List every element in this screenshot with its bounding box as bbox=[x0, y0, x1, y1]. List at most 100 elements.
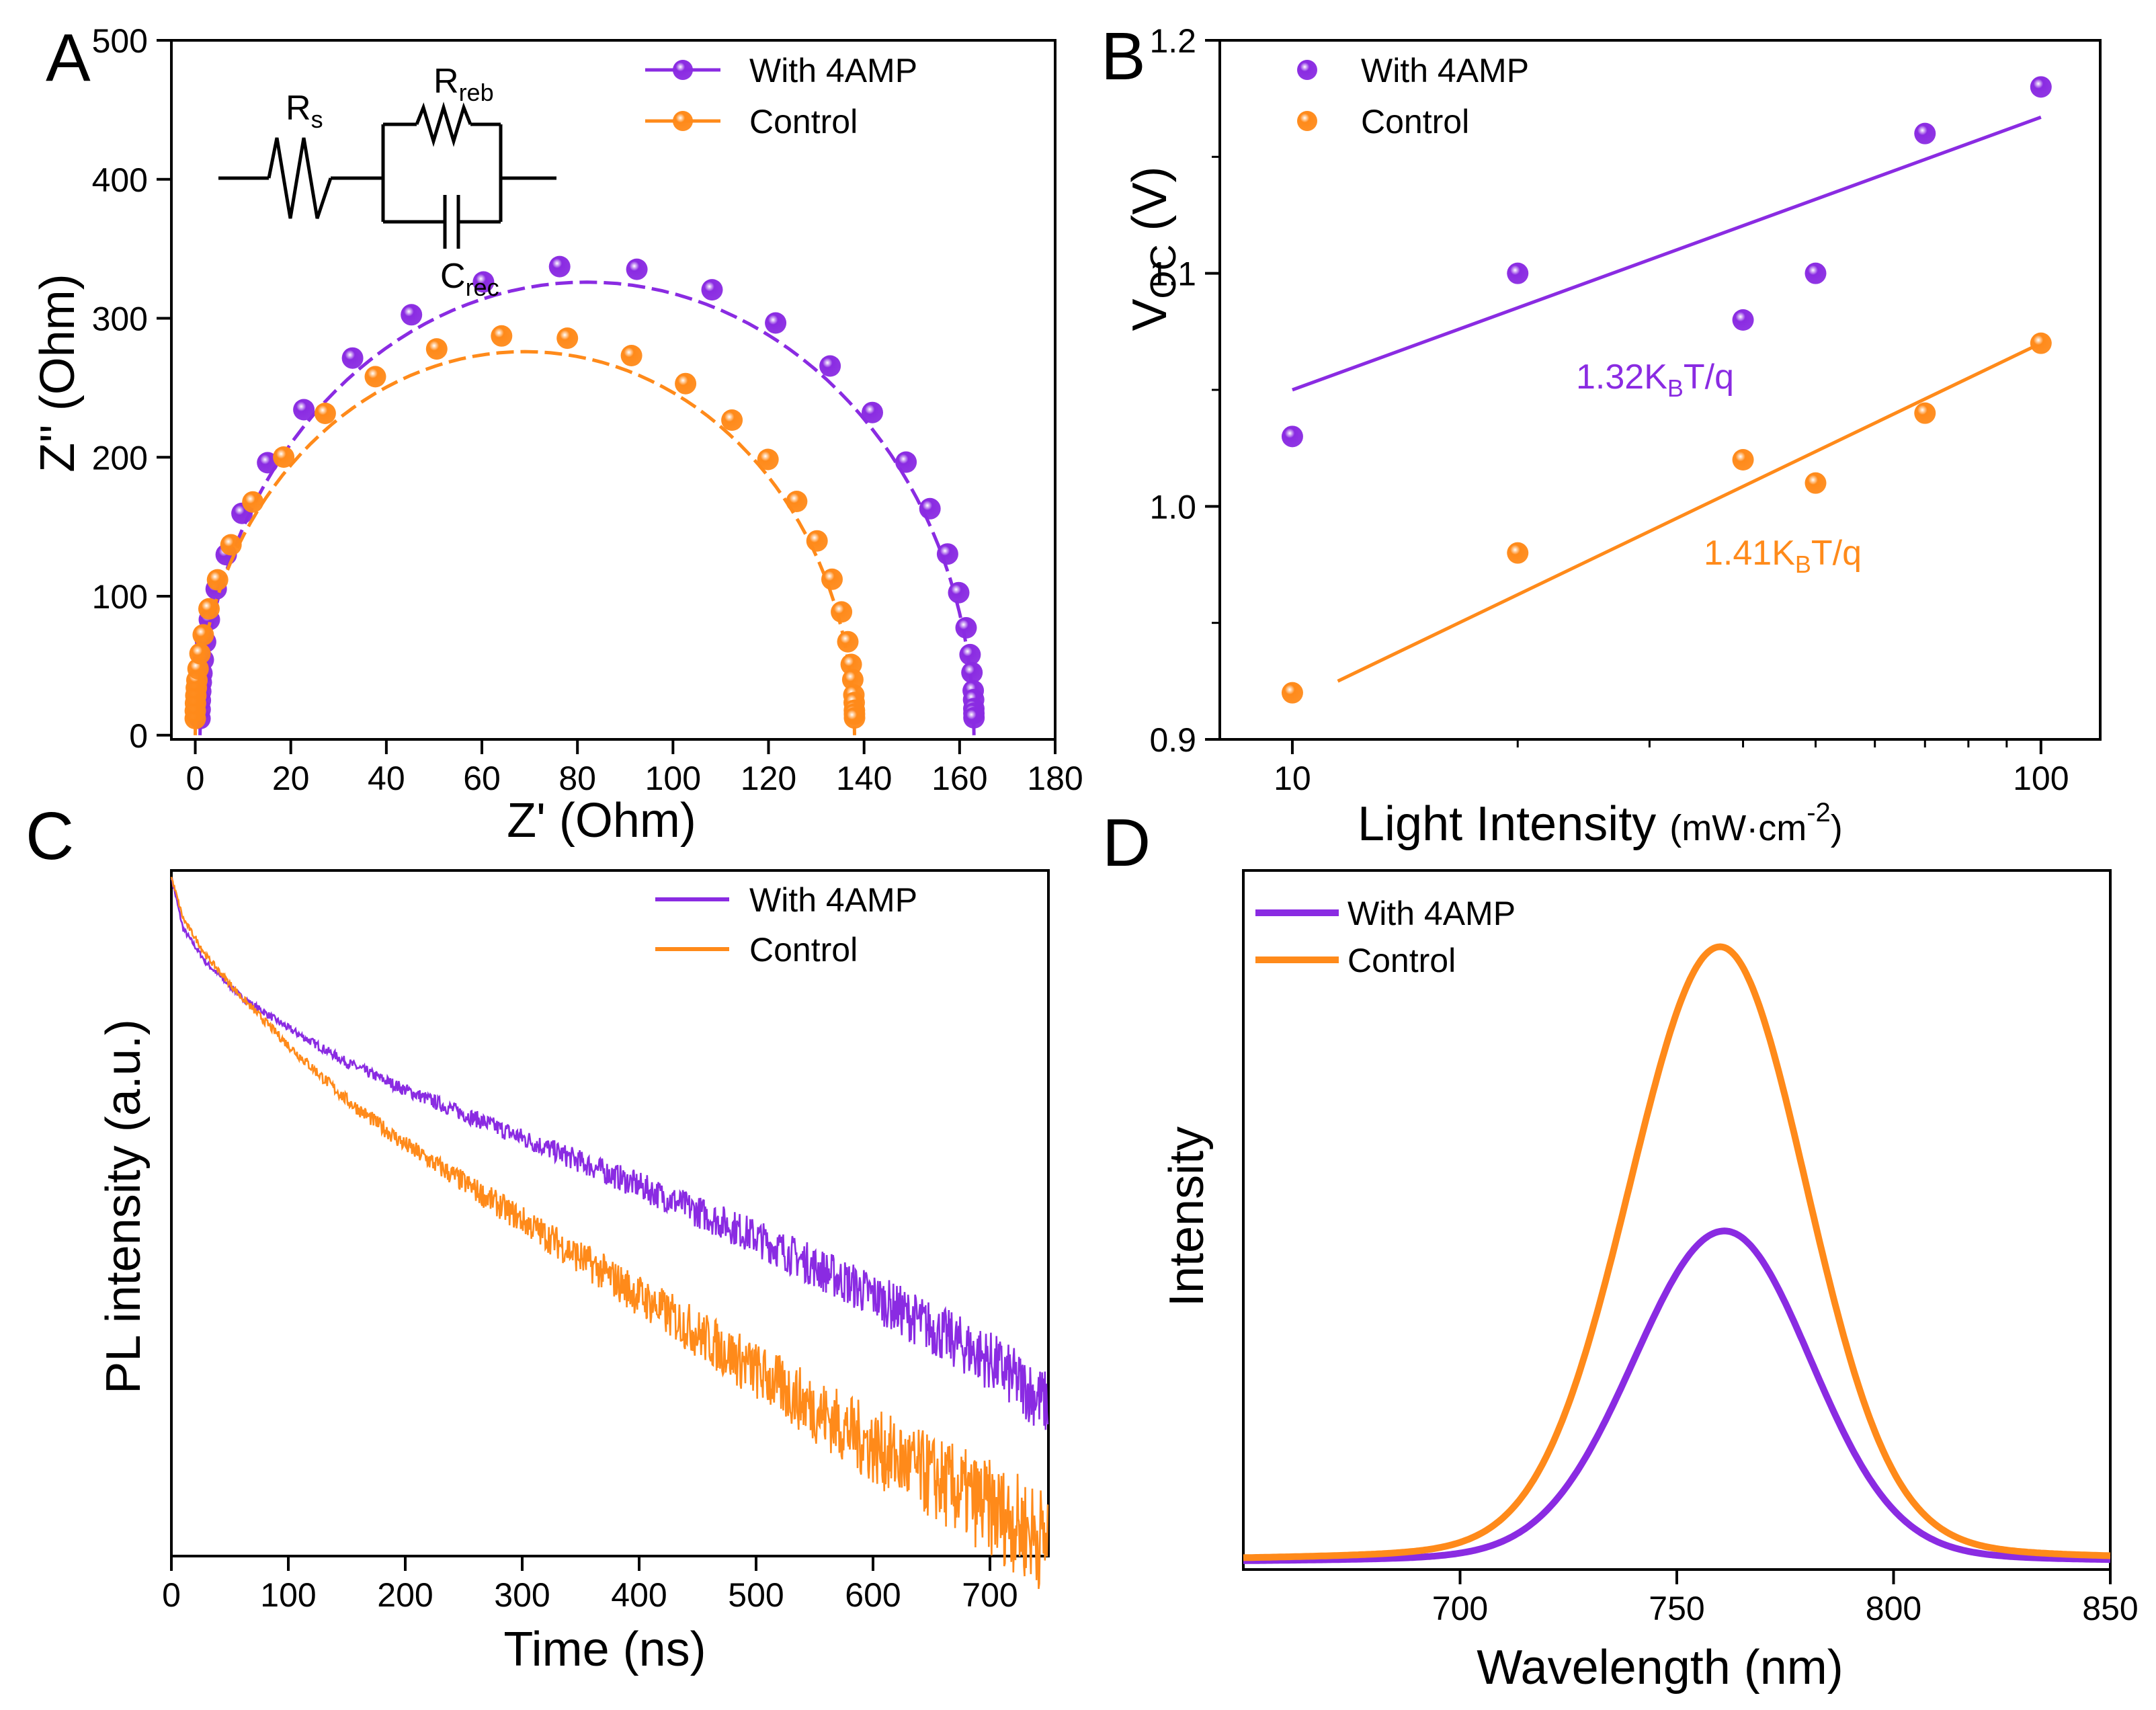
data-point-a bbox=[757, 448, 779, 471]
panel-d-xtick-label: 700 bbox=[1432, 1590, 1488, 1627]
panel-c-xtick-label: 200 bbox=[377, 1576, 433, 1614]
data-point-a bbox=[955, 617, 977, 639]
panel-c-axes bbox=[170, 869, 1050, 1571]
annotation-ideality-with-4amp: 1.32KBT/q bbox=[1576, 358, 1734, 402]
panel-b-ytick-label: 1.1 bbox=[1149, 255, 1196, 293]
data-point-b bbox=[2030, 76, 2052, 98]
data-point-a bbox=[895, 451, 917, 473]
annotation-ideality-control: 1.41KBT/q bbox=[1704, 534, 1862, 578]
data-point-a bbox=[472, 271, 495, 293]
data-point-a bbox=[721, 409, 743, 431]
panel-a-xticklabels: 0 20 40 60 80 100 120 140 160 180 bbox=[186, 760, 1083, 797]
data-point-a bbox=[806, 530, 828, 552]
panel-d-ylabel: Intensity bbox=[1160, 1127, 1214, 1307]
data-point-a bbox=[961, 661, 983, 684]
legend-a-text-control: Control bbox=[749, 103, 858, 140]
panel-a-xtick-label: 100 bbox=[645, 760, 701, 797]
panel-a-xtick-label: 0 bbox=[186, 760, 205, 797]
data-point-a bbox=[341, 347, 364, 369]
panel-b-yticklabels: 0.9 1.0 1.1 1.2 bbox=[1149, 22, 1196, 759]
panel-a-ytick-label: 100 bbox=[92, 578, 148, 616]
legend-a-text-with-4amp: With 4AMP bbox=[749, 52, 917, 89]
data-point-a bbox=[862, 401, 883, 423]
panel-a-xtick-label: 120 bbox=[741, 760, 796, 797]
resistor-rs bbox=[267, 137, 333, 219]
panel-d-label: D bbox=[1102, 805, 1151, 881]
data-point-a bbox=[198, 598, 220, 620]
data-point-a bbox=[556, 327, 579, 350]
panel-c-ylabel: PL intensity (a.u.) bbox=[97, 1019, 151, 1394]
panel-b-xlabel: Light Intensity (mW·cm-2) bbox=[1358, 797, 1843, 851]
data-point-a bbox=[959, 643, 981, 665]
data-point-a bbox=[963, 706, 985, 729]
panel-a-xlabel: Z' (Ohm) bbox=[507, 794, 696, 848]
resistor-rreb bbox=[415, 101, 472, 147]
panel-a-legend: With 4AMP Control bbox=[645, 52, 917, 140]
panel-a-ytick-label: 200 bbox=[92, 439, 148, 477]
panel-b-plot bbox=[1281, 76, 2052, 704]
data-point-b bbox=[1281, 425, 1303, 448]
panel-b-axes bbox=[1205, 39, 2102, 754]
panel-a-axes bbox=[157, 39, 1056, 754]
legend-d-text-with-4amp: With 4AMP bbox=[1348, 895, 1516, 932]
data-point-b bbox=[1507, 262, 1529, 284]
panel-a-ytick-label: 0 bbox=[129, 717, 148, 755]
panel-c-plot bbox=[170, 877, 1049, 1589]
legend-c-text-control: Control bbox=[749, 931, 858, 969]
data-point-a bbox=[189, 643, 211, 665]
data-point-a bbox=[841, 669, 864, 691]
legend-c-text-with-4amp: With 4AMP bbox=[749, 881, 917, 919]
fit-line-b-0 bbox=[1292, 116, 2042, 392]
panel-b-ytick-label: 1.0 bbox=[1149, 488, 1196, 526]
data-point-a bbox=[620, 345, 642, 366]
data-point-a bbox=[765, 312, 787, 334]
data-point-b bbox=[1914, 402, 1936, 424]
series-line-c-0 bbox=[170, 877, 1049, 1430]
series-line-d-1 bbox=[1242, 943, 2112, 1561]
panel-b-label: B bbox=[1101, 19, 1146, 94]
data-point-b bbox=[1805, 262, 1827, 284]
data-point-a bbox=[425, 338, 448, 360]
data-point-a bbox=[273, 446, 295, 468]
data-point-a bbox=[206, 569, 229, 591]
data-point-a bbox=[819, 355, 841, 377]
panel-a-xtick-label: 20 bbox=[272, 760, 310, 797]
data-point-a bbox=[675, 372, 697, 395]
panel-a-xtick-label: 40 bbox=[368, 760, 405, 797]
data-point-a bbox=[314, 403, 336, 424]
data-point-a bbox=[919, 497, 941, 520]
data-point-a bbox=[821, 568, 843, 590]
panel-c-xtick-label: 500 bbox=[728, 1576, 784, 1614]
panel-d-xtick-label: 750 bbox=[1649, 1590, 1704, 1627]
data-point-a bbox=[837, 630, 859, 653]
panel-d-xtick-label: 800 bbox=[1866, 1590, 1921, 1627]
panel-a-xtick-label: 80 bbox=[558, 760, 596, 797]
panel-a-xtick-label: 140 bbox=[836, 760, 892, 797]
panel-a-ytick-label: 300 bbox=[92, 300, 148, 338]
panel-c-xtick-label: 0 bbox=[162, 1576, 181, 1614]
panel-d: D 700 750 800 850 Intensity Wavelength (nm)… bbox=[1102, 805, 2139, 1695]
data-point-a bbox=[843, 707, 866, 729]
legend-b-marker-with-4amp bbox=[1297, 60, 1317, 80]
panel-a: A 0 100 200 300 400 500 0 20 40 60 80 100 120 140 160… bbox=[31, 20, 1083, 848]
circuit-label-crec: Crec bbox=[440, 257, 499, 301]
panel-c-xticklabels: 0 100 200 300 400 500 600 700 bbox=[162, 1576, 1018, 1614]
fit-line-b-1 bbox=[1337, 341, 2042, 683]
panel-c-xtick-label: 600 bbox=[845, 1576, 901, 1614]
data-point-a bbox=[948, 581, 970, 604]
panel-d-legend: With 4AMP Control bbox=[1255, 895, 1516, 979]
panel-b-ytick-label: 1.2 bbox=[1149, 22, 1196, 60]
panel-a-ytick-label: 500 bbox=[92, 22, 148, 60]
data-point-b bbox=[1914, 122, 1936, 145]
panel-b-xticklabels: 10 100 bbox=[1274, 760, 2069, 797]
panel-a-yticklabels: 0 100 200 300 400 500 bbox=[92, 22, 148, 755]
data-point-a bbox=[192, 624, 214, 646]
legend-b-text-control: Control bbox=[1361, 103, 1469, 140]
panel-b: B 0.9 1.0 1.1 1.2 10 100 VOC (V) Light Inten… bbox=[1101, 19, 2102, 851]
panel-a-frame bbox=[170, 39, 1056, 741]
panel-b-legend: With 4AMP Control bbox=[1297, 52, 1529, 140]
data-point-a bbox=[936, 543, 958, 565]
panel-d-xticklabels: 700 750 800 850 bbox=[1432, 1590, 2139, 1627]
panel-d-plot bbox=[1242, 943, 2112, 1564]
